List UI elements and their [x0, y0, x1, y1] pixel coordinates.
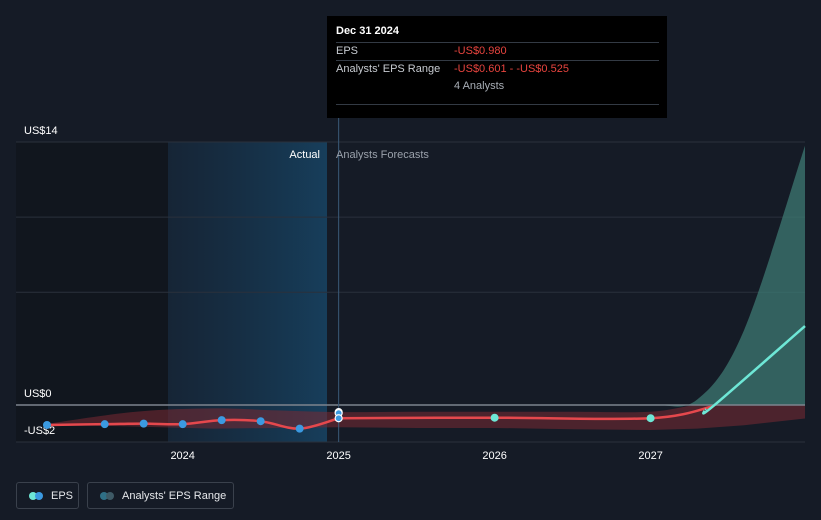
y-tick-label: US$0	[24, 388, 52, 400]
eps-forecast-positive-line	[702, 325, 806, 415]
eps-forecast-line	[338, 405, 714, 421]
eps-forecast-point	[646, 414, 655, 423]
tooltip-date: Dec 31 2024	[336, 25, 399, 37]
x-tick-label: 2025	[326, 450, 350, 462]
eps-range-band-positive	[47, 145, 805, 407]
tooltip: Dec 31 2024 EPS -US$0.980 Analysts' EPS …	[327, 16, 667, 118]
x-tick-label: 2024	[170, 450, 194, 462]
tooltip-eps-row: EPS -US$0.980	[336, 42, 659, 60]
x-axis-labels: 2024 2025 2026 2027	[170, 450, 662, 462]
tooltip-eps-label: EPS	[336, 45, 359, 57]
tooltip-range-value: -US$0.601 - -US$0.525	[454, 63, 569, 75]
tooltip-range-label: Analysts' EPS Range	[336, 63, 441, 75]
eps-actual-point	[295, 424, 304, 433]
eps-actual-point	[178, 420, 187, 429]
eps-actual-point	[43, 420, 51, 429]
highlight-point	[334, 414, 343, 423]
x-tick-label: 2026	[482, 450, 506, 462]
legend-eps-button[interactable]: EPS	[16, 482, 79, 509]
tooltip-divider	[336, 104, 659, 105]
legend-range-button[interactable]: Analysts' EPS Range	[87, 482, 234, 509]
tooltip-eps-value: -US$0.980	[454, 45, 507, 57]
actual-region-label: Actual	[289, 149, 320, 161]
eps-actual-point	[139, 419, 148, 428]
eps-actual-point	[100, 420, 109, 429]
eps-forecast-point	[490, 413, 499, 422]
eps-legend-icon	[29, 491, 45, 501]
range-legend-icon	[100, 491, 116, 501]
x-tick-label: 2027	[638, 450, 662, 462]
y-tick-label: US$14	[24, 125, 58, 137]
eps-actual-point	[256, 417, 265, 426]
tooltip-analysts-count: 4 Analysts	[454, 80, 505, 92]
legend-eps-label: EPS	[51, 489, 74, 502]
legend-range-label: Analysts' EPS Range	[122, 489, 227, 502]
eps-actual-point	[217, 416, 226, 425]
eps-points	[43, 407, 655, 433]
gridlines	[16, 141, 805, 443]
tooltip-range-row: Analysts' EPS Range -US$0.601 - -US$0.52…	[336, 60, 659, 78]
forecast-region-label: Analysts Forecasts	[336, 149, 429, 161]
